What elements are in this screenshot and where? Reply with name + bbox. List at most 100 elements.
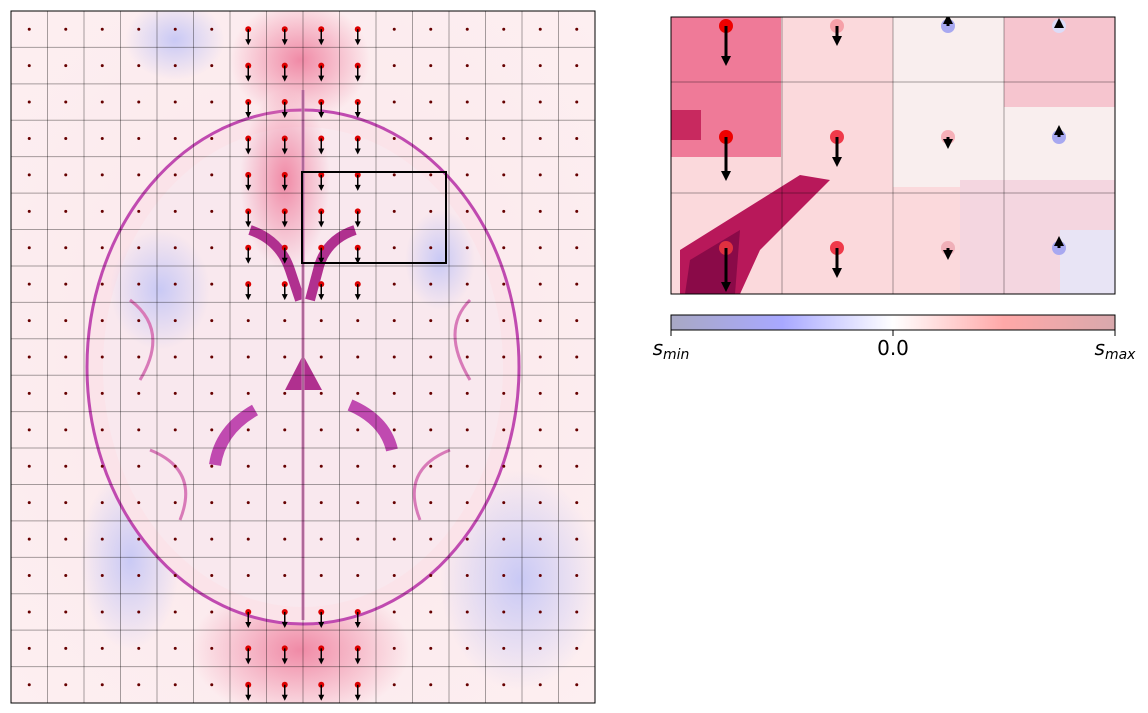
vector-dot [246, 428, 250, 432]
vector-dot [465, 501, 469, 505]
colorbar-tick-label: smax [1095, 336, 1137, 363]
vector-dot [538, 501, 542, 505]
vector-dot [429, 282, 433, 286]
vector-dot [465, 610, 469, 614]
vector-dot [100, 27, 104, 31]
vector-dot [502, 282, 506, 286]
vector-dot [538, 64, 542, 68]
vector-dot [538, 683, 542, 687]
vector-dot [392, 64, 396, 68]
vector-dot [210, 355, 214, 359]
vector-arrow-head [721, 56, 731, 66]
vector-dot [429, 100, 433, 104]
brain-panel [11, 11, 595, 703]
vector-dot [27, 610, 31, 614]
vector-arrow-head [245, 221, 252, 228]
vector-dot [137, 646, 141, 650]
vector-dot [100, 282, 104, 286]
vector-dot [392, 574, 396, 578]
vector-arrow-head [281, 658, 288, 665]
vector-dot [27, 574, 31, 578]
vector-dot [319, 319, 323, 323]
vector-dot [64, 501, 68, 505]
vector-arrow-head [354, 294, 361, 301]
vector-dot [465, 428, 469, 432]
vector-arrow-head [943, 17, 953, 24]
vector-dot [137, 428, 141, 432]
vector-dot [392, 173, 396, 177]
vector-dot [538, 464, 542, 468]
vector-dot [283, 391, 287, 395]
vector-arrow-head [354, 184, 361, 191]
vector-arrow-head [721, 282, 731, 292]
vector-arrow-head [318, 621, 325, 628]
vector-arrow-head [318, 148, 325, 155]
vector-dot [465, 246, 469, 250]
vector-dot [64, 209, 68, 213]
vector-dot [27, 537, 31, 541]
vector-dot [465, 209, 469, 213]
vector-arrow-head [281, 257, 288, 264]
vector-dot [429, 428, 433, 432]
vector-arrow-head [281, 184, 288, 191]
vector-dot [465, 391, 469, 395]
vector-arrow-head [281, 39, 288, 46]
vector-dot [100, 319, 104, 323]
vector-dot [27, 136, 31, 140]
vector-arrow-head [318, 658, 325, 665]
vector-dot [210, 173, 214, 177]
vector-dot [575, 428, 579, 432]
vector-dot [173, 27, 177, 31]
vector-dot [502, 501, 506, 505]
vector-dot [319, 391, 323, 395]
vector-dot [538, 173, 542, 177]
vector-dot [64, 64, 68, 68]
vector-dot [173, 355, 177, 359]
vector-arrow-head [245, 294, 252, 301]
vector-dot [100, 574, 104, 578]
vector-dot [538, 574, 542, 578]
vector-arrow-head [318, 184, 325, 191]
vector-dot [575, 282, 579, 286]
vector-dot [392, 355, 396, 359]
vector-dot [502, 246, 506, 250]
vector-dot [64, 246, 68, 250]
vector-dot [100, 100, 104, 104]
vector-dot [173, 683, 177, 687]
vector-arrow-head [245, 658, 252, 665]
vector-dot [173, 246, 177, 250]
vector-dot [429, 610, 433, 614]
vector-dot [538, 428, 542, 432]
vector-dot [429, 355, 433, 359]
colorbar-ticks: smin 0.0 smax [653, 330, 1137, 363]
vector-dot [246, 464, 250, 468]
vector-dot [283, 501, 287, 505]
vector-dot [319, 355, 323, 359]
vector-field [719, 17, 1066, 292]
vector-dot [137, 464, 141, 468]
vector-dot [173, 428, 177, 432]
vector-dot [502, 464, 506, 468]
vector-dot [64, 428, 68, 432]
vector-dot [137, 209, 141, 213]
vector-dot [538, 246, 542, 250]
vector-dot [502, 173, 506, 177]
vector-dot [137, 282, 141, 286]
symbol: s [653, 336, 663, 360]
vector-arrow-head [832, 268, 842, 278]
vector-dot [392, 282, 396, 286]
vector-dot [538, 100, 542, 104]
vector-dot [173, 209, 177, 213]
vector-dot [173, 574, 177, 578]
vector-dot [137, 683, 141, 687]
vector-dot [137, 319, 141, 323]
vector-dot [210, 246, 214, 250]
vector-arrow-head [354, 694, 361, 701]
vector-dot [137, 391, 141, 395]
vector-arrow-head [245, 184, 252, 191]
vector-dot [429, 391, 433, 395]
vector-dot [502, 209, 506, 213]
vector-dot [465, 173, 469, 177]
vector-dot [502, 683, 506, 687]
